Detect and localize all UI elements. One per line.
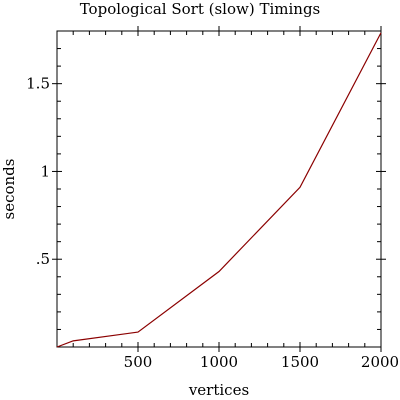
y-tick-label: 1.5 [26,75,50,93]
y-axis-label: seconds [0,159,18,220]
x-tick-label: 1000 [200,353,238,371]
chart-title: Topological Sort (slow) Timings [80,0,321,18]
x-axis-label: vertices [188,381,249,399]
minor-ticks [57,31,381,347]
series-line [56,32,382,348]
plot-frame [56,30,382,348]
series-layer [56,32,382,348]
major-ticks [52,26,386,352]
tick-labels: 500 1000 1500 2000 .5 1 1.5 [26,75,399,371]
x-tick-label: 500 [124,353,153,371]
x-tick-label: 2000 [361,353,399,371]
y-tick-label: .5 [36,250,50,268]
y-tick-label: 1 [40,162,50,180]
x-tick-label: 1500 [281,353,319,371]
